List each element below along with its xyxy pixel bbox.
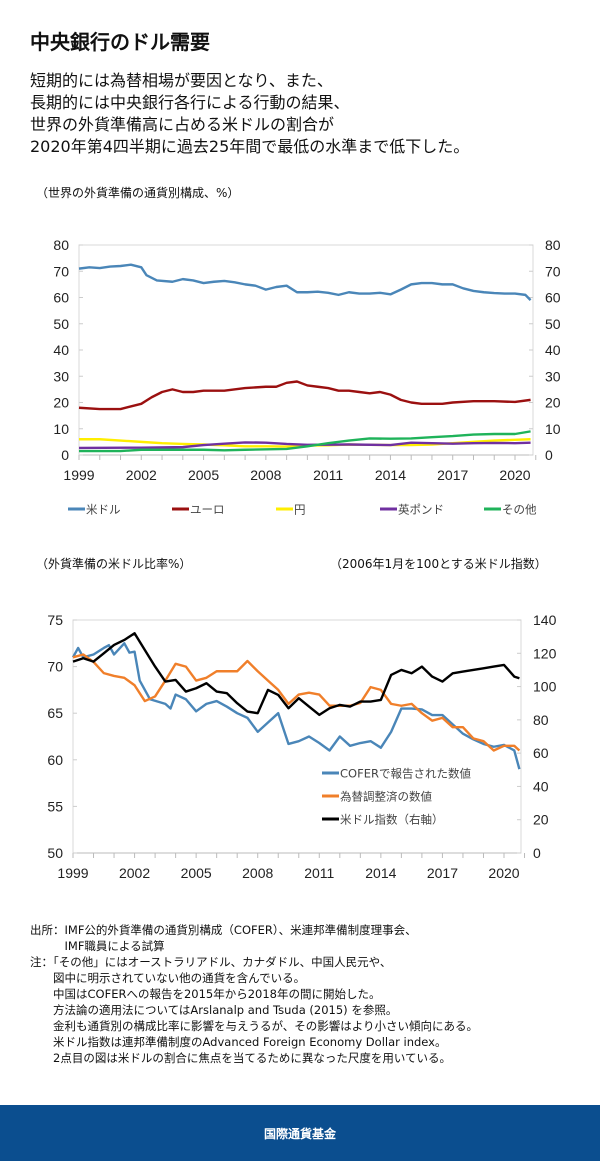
y2-tick-label: 80 xyxy=(545,237,561,253)
note-line: 図中に明示されていない他の通貨を含んでいる。 xyxy=(30,971,306,985)
y-tick-label: 60 xyxy=(47,752,63,768)
series-line-0 xyxy=(71,642,521,770)
y2-tick-label: 40 xyxy=(533,778,549,794)
x-tick-label: 2008 xyxy=(250,467,281,483)
x-tick-label: 1999 xyxy=(63,467,94,483)
lead-line: 2020年第4四半期に過去25年間で最低の水準まで低下した。 xyxy=(30,137,470,156)
chart1: 1999 2002 2005 2008 2011 2014 2017 2020 0 10 20 30 4… xyxy=(53,237,561,517)
y2-tick-label: 60 xyxy=(533,745,549,761)
series-line-1 xyxy=(72,653,521,752)
y2-tick-label: 20 xyxy=(545,395,561,411)
note-line: 注：「その他」にはオーストラリアドル、カナダドル、中国人民元や、 xyxy=(30,955,392,969)
x-tick-label: 1999 xyxy=(57,865,88,881)
y2-tick-label: 20 xyxy=(533,812,549,828)
legend-label: 米ドル xyxy=(86,503,121,517)
note-line: 方法論の適用法についてはArslanalp and Tsuda (2015) を… xyxy=(30,1003,398,1017)
y-tick-label: 55 xyxy=(47,798,63,814)
legend-label: 英ポンド xyxy=(398,503,444,517)
y2-tick-label: 40 xyxy=(545,342,561,358)
series-line-3 xyxy=(78,441,531,450)
x-tick-label: 2014 xyxy=(375,467,406,483)
note-line: IMF職員による試算 xyxy=(30,939,165,953)
x-tick-label: 2011 xyxy=(304,865,334,881)
series-line-0 xyxy=(78,263,532,301)
y2-tick-label: 10 xyxy=(545,421,561,437)
y-tick-label: 70 xyxy=(47,659,63,675)
y2-tick-label: 50 xyxy=(545,316,561,332)
x-tick-label: 2002 xyxy=(119,865,150,881)
y2-tick-label: 60 xyxy=(545,290,561,306)
page-title: 中央銀行のドル需要 xyxy=(30,30,210,54)
y-tick-label: 0 xyxy=(61,447,69,463)
x-tick-label: 2020 xyxy=(488,865,519,881)
y2-tick-label: 0 xyxy=(533,845,541,861)
x-tick-label: 2020 xyxy=(499,467,530,483)
y-tick-label: 40 xyxy=(53,342,69,358)
legend-label: 円 xyxy=(294,503,306,517)
chart1-title: （世界の外貨準備の通貨別構成、%） xyxy=(36,186,240,200)
chart2-right-title: （2006年1月を100とする米ドル指数） xyxy=(330,557,547,571)
legend-label: 為替調整済の数値 xyxy=(340,790,432,804)
note-line: 金利も通貨別の構成比率に影響を与えうるが、その影響はより小さい傾向にある。 xyxy=(30,1019,479,1033)
y-tick-label: 20 xyxy=(53,395,69,411)
y2-tick-label: 0 xyxy=(545,447,553,463)
lead-text: 短期的には為替相場が要因となり、また、 長期的には中央銀行各行による行動の結果、… xyxy=(30,70,469,158)
x-tick-label: 2008 xyxy=(242,865,273,881)
y2-tick-label: 80 xyxy=(533,712,549,728)
y-tick-label: 60 xyxy=(53,290,69,306)
series-line-1 xyxy=(78,380,531,411)
lead-line: 世界の外貨準備高に占める米ドルの割合が xyxy=(30,115,335,134)
y-tick-label: 10 xyxy=(53,421,69,437)
y-tick-label: 65 xyxy=(47,705,63,721)
y2-tick-label: 120 xyxy=(533,645,557,661)
y2-tick-label: 70 xyxy=(545,263,561,279)
note-line: 2点目の図は米ドルの割合に焦点を当てるために異なった尺度を用いている。 xyxy=(30,1051,451,1065)
x-tick-label: 2005 xyxy=(181,865,212,881)
legend-label: COFERで報告された数値 xyxy=(340,767,471,781)
footer-imf: 国際通貨基金 xyxy=(0,1105,600,1161)
plot-frame xyxy=(72,619,522,854)
note-line: 中国はCOFERへの報告を2015年から2018年の間に開始した。 xyxy=(30,987,381,1001)
chart2-left-title: （外貨準備の米ドル比率%） xyxy=(36,557,192,571)
x-tick-label: 2017 xyxy=(427,865,458,881)
x-tick-label: 2014 xyxy=(365,865,396,881)
y-tick-label: 50 xyxy=(53,316,69,332)
y-tick-label: 70 xyxy=(53,263,69,279)
note-line: 米ドル指数は連邦準備制度のAdvanced Foreign Economy Do… xyxy=(30,1035,447,1049)
note-line: 出所：IMF公的外貨準備の通貨別構成（COFER）、米連邦準備制度理事会、 xyxy=(30,923,417,937)
y-tick-label: 75 xyxy=(47,612,63,628)
lead-line: 長期的には中央銀行各行による行動の結果、 xyxy=(30,93,350,112)
y-tick-label: 80 xyxy=(53,237,69,253)
lead-line: 短期的には為替相場が要因となり、また、 xyxy=(30,71,333,90)
y2-tick-label: 30 xyxy=(545,368,561,384)
legend-label: ユーロ xyxy=(190,503,225,517)
series-line-2 xyxy=(72,632,520,717)
x-tick-label: 2011 xyxy=(313,467,343,483)
notes: 出所：IMF公的外貨準備の通貨別構成（COFER）、米連邦準備制度理事会、 IM… xyxy=(30,922,478,1066)
y-tick-label: 30 xyxy=(53,368,69,384)
series-line-4 xyxy=(79,430,531,453)
legend-label: 米ドル指数（右軸） xyxy=(340,813,444,827)
legend-label: その他 xyxy=(502,503,537,517)
chart2: 1999 2002 2005 2008 2011 2014 2017 2020 50 55 60 65… xyxy=(47,612,557,881)
y-tick-label: 50 xyxy=(47,845,63,861)
x-tick-label: 2005 xyxy=(188,467,219,483)
x-tick-label: 2017 xyxy=(437,467,468,483)
y2-tick-label: 100 xyxy=(533,679,557,695)
y2-tick-label: 140 xyxy=(533,612,557,628)
x-tick-label: 2002 xyxy=(126,467,157,483)
